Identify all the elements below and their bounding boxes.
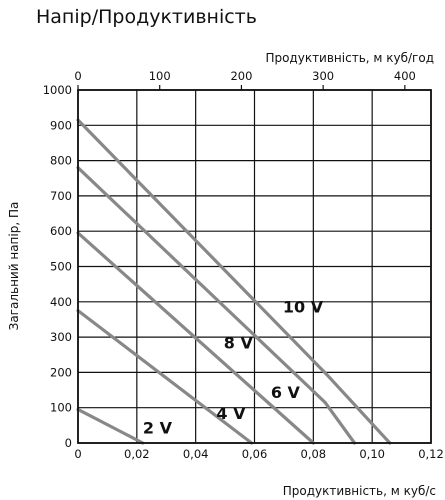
series-label: 6 V	[271, 383, 301, 402]
x-axis-title: Продуктивність, м куб/с	[283, 484, 436, 498]
series-line	[76, 407, 145, 445]
x-tick-label: 0,02	[124, 447, 150, 461]
x2-tick-label: 200	[230, 69, 252, 83]
y-tick-label: 800	[50, 154, 72, 168]
y-tick-label: 0	[65, 436, 72, 450]
x-tick-label: 0,10	[359, 447, 385, 461]
plot-frame	[77, 89, 432, 444]
x2-axis-title: Продуктивність, м куб/год	[265, 51, 434, 65]
y-tick-label: 200	[50, 365, 72, 379]
series-line	[76, 118, 392, 445]
x-tick-label: 0,06	[242, 447, 268, 461]
x-tick-label: 0	[74, 447, 81, 461]
y-tick-label: 600	[50, 224, 72, 238]
x-tick-label: 0,08	[301, 447, 327, 461]
x-tick-label: 0,04	[183, 447, 209, 461]
y-tick-label: 700	[50, 189, 72, 203]
y-axis-title: Загальний напір, Па	[7, 202, 21, 331]
series-label: 10 V	[283, 297, 324, 316]
y-tick-label: 500	[50, 260, 72, 274]
x2-tick-label: 100	[149, 69, 171, 83]
y-tick-label: 900	[50, 118, 72, 132]
tick-labels: 0 0,02 0,04 0,06 0,08 0,10 0,12 0 100 200 300 400 50…	[43, 69, 444, 461]
y-tick-label: 300	[50, 330, 72, 344]
x2-tick-label: 0	[74, 69, 81, 83]
series-lines	[76, 118, 392, 445]
series-label: 4 V	[216, 404, 246, 423]
series-line	[76, 231, 315, 445]
y-tick-label: 100	[50, 401, 72, 415]
x2-tick-label: 300	[312, 69, 334, 83]
y-tick-label: 400	[50, 295, 72, 309]
chart-title: Напір/Продуктивність	[36, 6, 257, 28]
series-label: 2 V	[143, 418, 173, 437]
series-line	[76, 166, 357, 445]
grid	[77, 89, 432, 444]
x2-tick-label: 400	[394, 69, 416, 83]
x-tick-label: 0,12	[418, 447, 444, 461]
series-labels: 2 V 4 V 6 V 8 V 10 V	[143, 297, 324, 437]
series-label: 8 V	[224, 334, 254, 353]
y-tick-label: 1000	[43, 83, 72, 97]
series-line	[76, 309, 254, 445]
